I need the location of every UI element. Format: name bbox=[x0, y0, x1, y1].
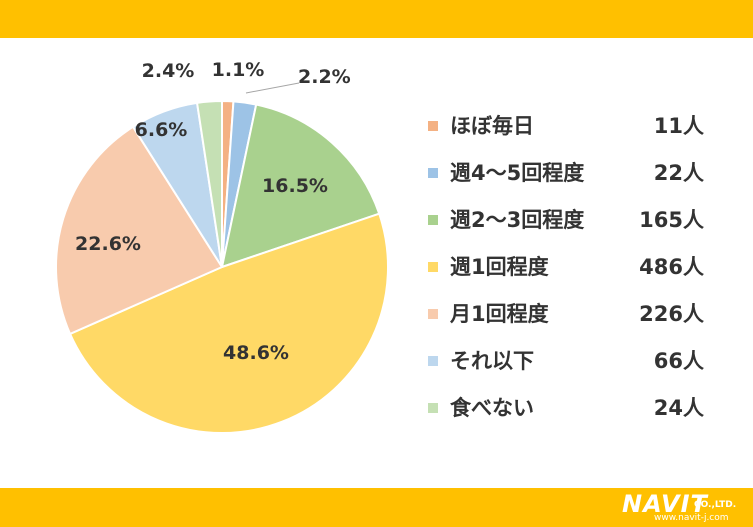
slice-percent-label: 6.6% bbox=[135, 119, 188, 141]
legend-item-4: 週1回程度 486人 bbox=[428, 251, 718, 281]
legend-swatch bbox=[428, 309, 438, 319]
legend-swatch bbox=[428, 121, 438, 131]
legend-label: 週4～5回程度 bbox=[450, 161, 585, 185]
navit-logo: NAVIT CO.,LTD. www.navit-j.com bbox=[622, 490, 748, 524]
legend-label: 週2～3回程度 bbox=[450, 208, 585, 232]
logo-company-suffix: CO.,LTD. bbox=[694, 500, 737, 510]
pie-slice-4 bbox=[68, 212, 390, 435]
legend-count: 24人 bbox=[653, 396, 704, 420]
legend-count: 486人 bbox=[639, 255, 704, 279]
legend-item-6: それ以下 66人 bbox=[428, 345, 718, 375]
legend-count: 165人 bbox=[639, 208, 704, 232]
legend-swatch bbox=[428, 262, 438, 272]
bottom-banner bbox=[0, 488, 753, 527]
slice-percent-label: 16.5% bbox=[262, 175, 328, 197]
pie-chart: 1.1% 2.2% 16.5% 48.6% 22.6% 6.6% 2.4% bbox=[55, 59, 390, 435]
legend-label: 月1回程度 bbox=[450, 302, 549, 326]
slice-percent-label: 2.2% bbox=[298, 66, 351, 88]
legend-label: ほぼ毎日 bbox=[450, 114, 534, 138]
legend-swatch bbox=[428, 168, 438, 178]
legend-swatch bbox=[428, 215, 438, 225]
legend-count: 22人 bbox=[653, 161, 704, 185]
leader-line bbox=[245, 82, 300, 94]
logo-url: www.navit-j.com bbox=[654, 513, 729, 523]
slice-percent-label: 48.6% bbox=[223, 342, 289, 364]
top-banner bbox=[0, 0, 753, 38]
legend-count: 11人 bbox=[653, 114, 704, 138]
slice-percent-label: 2.4% bbox=[142, 60, 195, 82]
slice-percent-label: 22.6% bbox=[75, 233, 141, 255]
logo-wordmark: NAVIT bbox=[622, 490, 708, 518]
legend-item-7: 食べない 24人 bbox=[428, 392, 718, 422]
legend-item-1: ほぼ毎日 11人 bbox=[428, 110, 718, 140]
pie-slice-5 bbox=[55, 125, 224, 336]
legend-item-5: 月1回程度 226人 bbox=[428, 298, 718, 328]
legend-item-3: 週2～3回程度 165人 bbox=[428, 204, 718, 234]
legend-count: 226人 bbox=[639, 302, 704, 326]
legend-label: それ以下 bbox=[450, 349, 534, 373]
legend-count: 66人 bbox=[653, 349, 704, 373]
legend-label: 週1回程度 bbox=[450, 255, 549, 279]
legend-swatch bbox=[428, 403, 438, 413]
legend-swatch bbox=[428, 356, 438, 366]
legend-label: 食べない bbox=[450, 396, 534, 420]
legend-item-2: 週4～5回程度 22人 bbox=[428, 157, 718, 187]
slice-percent-label: 1.1% bbox=[212, 59, 265, 81]
pie-slice-7 bbox=[195, 99, 223, 268]
